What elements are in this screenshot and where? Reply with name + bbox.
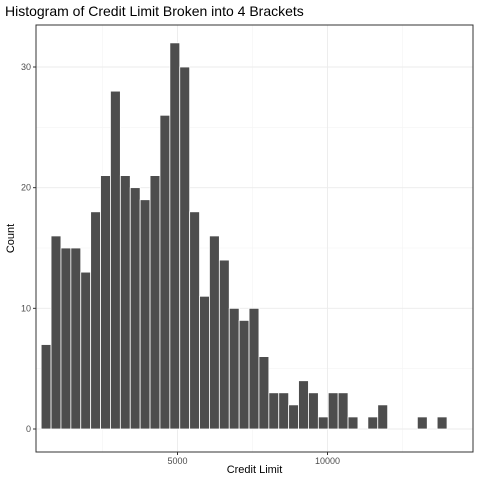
histogram-bar	[159, 114, 171, 430]
histogram-bar	[40, 344, 52, 430]
histogram-bar	[218, 259, 230, 430]
histogram-bar	[278, 392, 290, 430]
histogram-bar	[139, 199, 151, 430]
y-axis-title: Count	[5, 224, 17, 253]
histogram-bar	[377, 404, 389, 430]
histogram-bar	[169, 42, 181, 430]
x-tick-label: 10000	[315, 456, 340, 466]
x-tick-label: 5000	[167, 456, 187, 466]
histogram-bar	[308, 392, 319, 430]
histogram-bar	[209, 235, 220, 430]
histogram-bar	[317, 416, 329, 430]
histogram-bar	[367, 416, 379, 430]
plot-panel	[35, 24, 474, 453]
histogram-bar	[189, 211, 200, 430]
histogram-bar	[248, 307, 260, 430]
y-tick-label: 30	[21, 62, 31, 72]
histogram-bar	[119, 175, 131, 430]
histogram-bar	[288, 404, 299, 430]
histogram-bar	[298, 380, 309, 430]
histogram-bar	[337, 392, 349, 430]
axes: 5000 10000 0 10 20 30	[21, 62, 340, 466]
histogram-bar	[129, 187, 141, 430]
histogram-bar	[199, 295, 210, 430]
histogram-bar	[90, 211, 101, 430]
histogram-bar	[416, 416, 428, 430]
histogram-bar	[258, 356, 270, 430]
bars-group	[40, 42, 448, 430]
histogram-bar	[347, 416, 359, 430]
y-tick-label: 20	[21, 183, 31, 193]
histogram-bar	[327, 392, 339, 430]
y-tick-label: 0	[26, 424, 31, 434]
histogram-bar	[70, 247, 82, 430]
histogram-bar	[50, 235, 62, 430]
histogram-bar	[436, 416, 448, 430]
x-axis-title: Credit Limit	[227, 464, 283, 476]
histogram-bar	[60, 247, 72, 430]
histogram-bar	[238, 319, 250, 430]
histogram-bar	[80, 271, 92, 430]
y-tick-label: 10	[21, 303, 31, 313]
chart-title: Histogram of Credit Limit Broken into 4 …	[5, 3, 304, 19]
histogram-bar	[110, 90, 121, 430]
histogram-bar	[100, 175, 111, 430]
histogram-bar	[268, 392, 280, 430]
histogram-bar	[228, 307, 240, 430]
histogram-bar	[149, 175, 161, 430]
histogram-bar	[179, 66, 191, 430]
